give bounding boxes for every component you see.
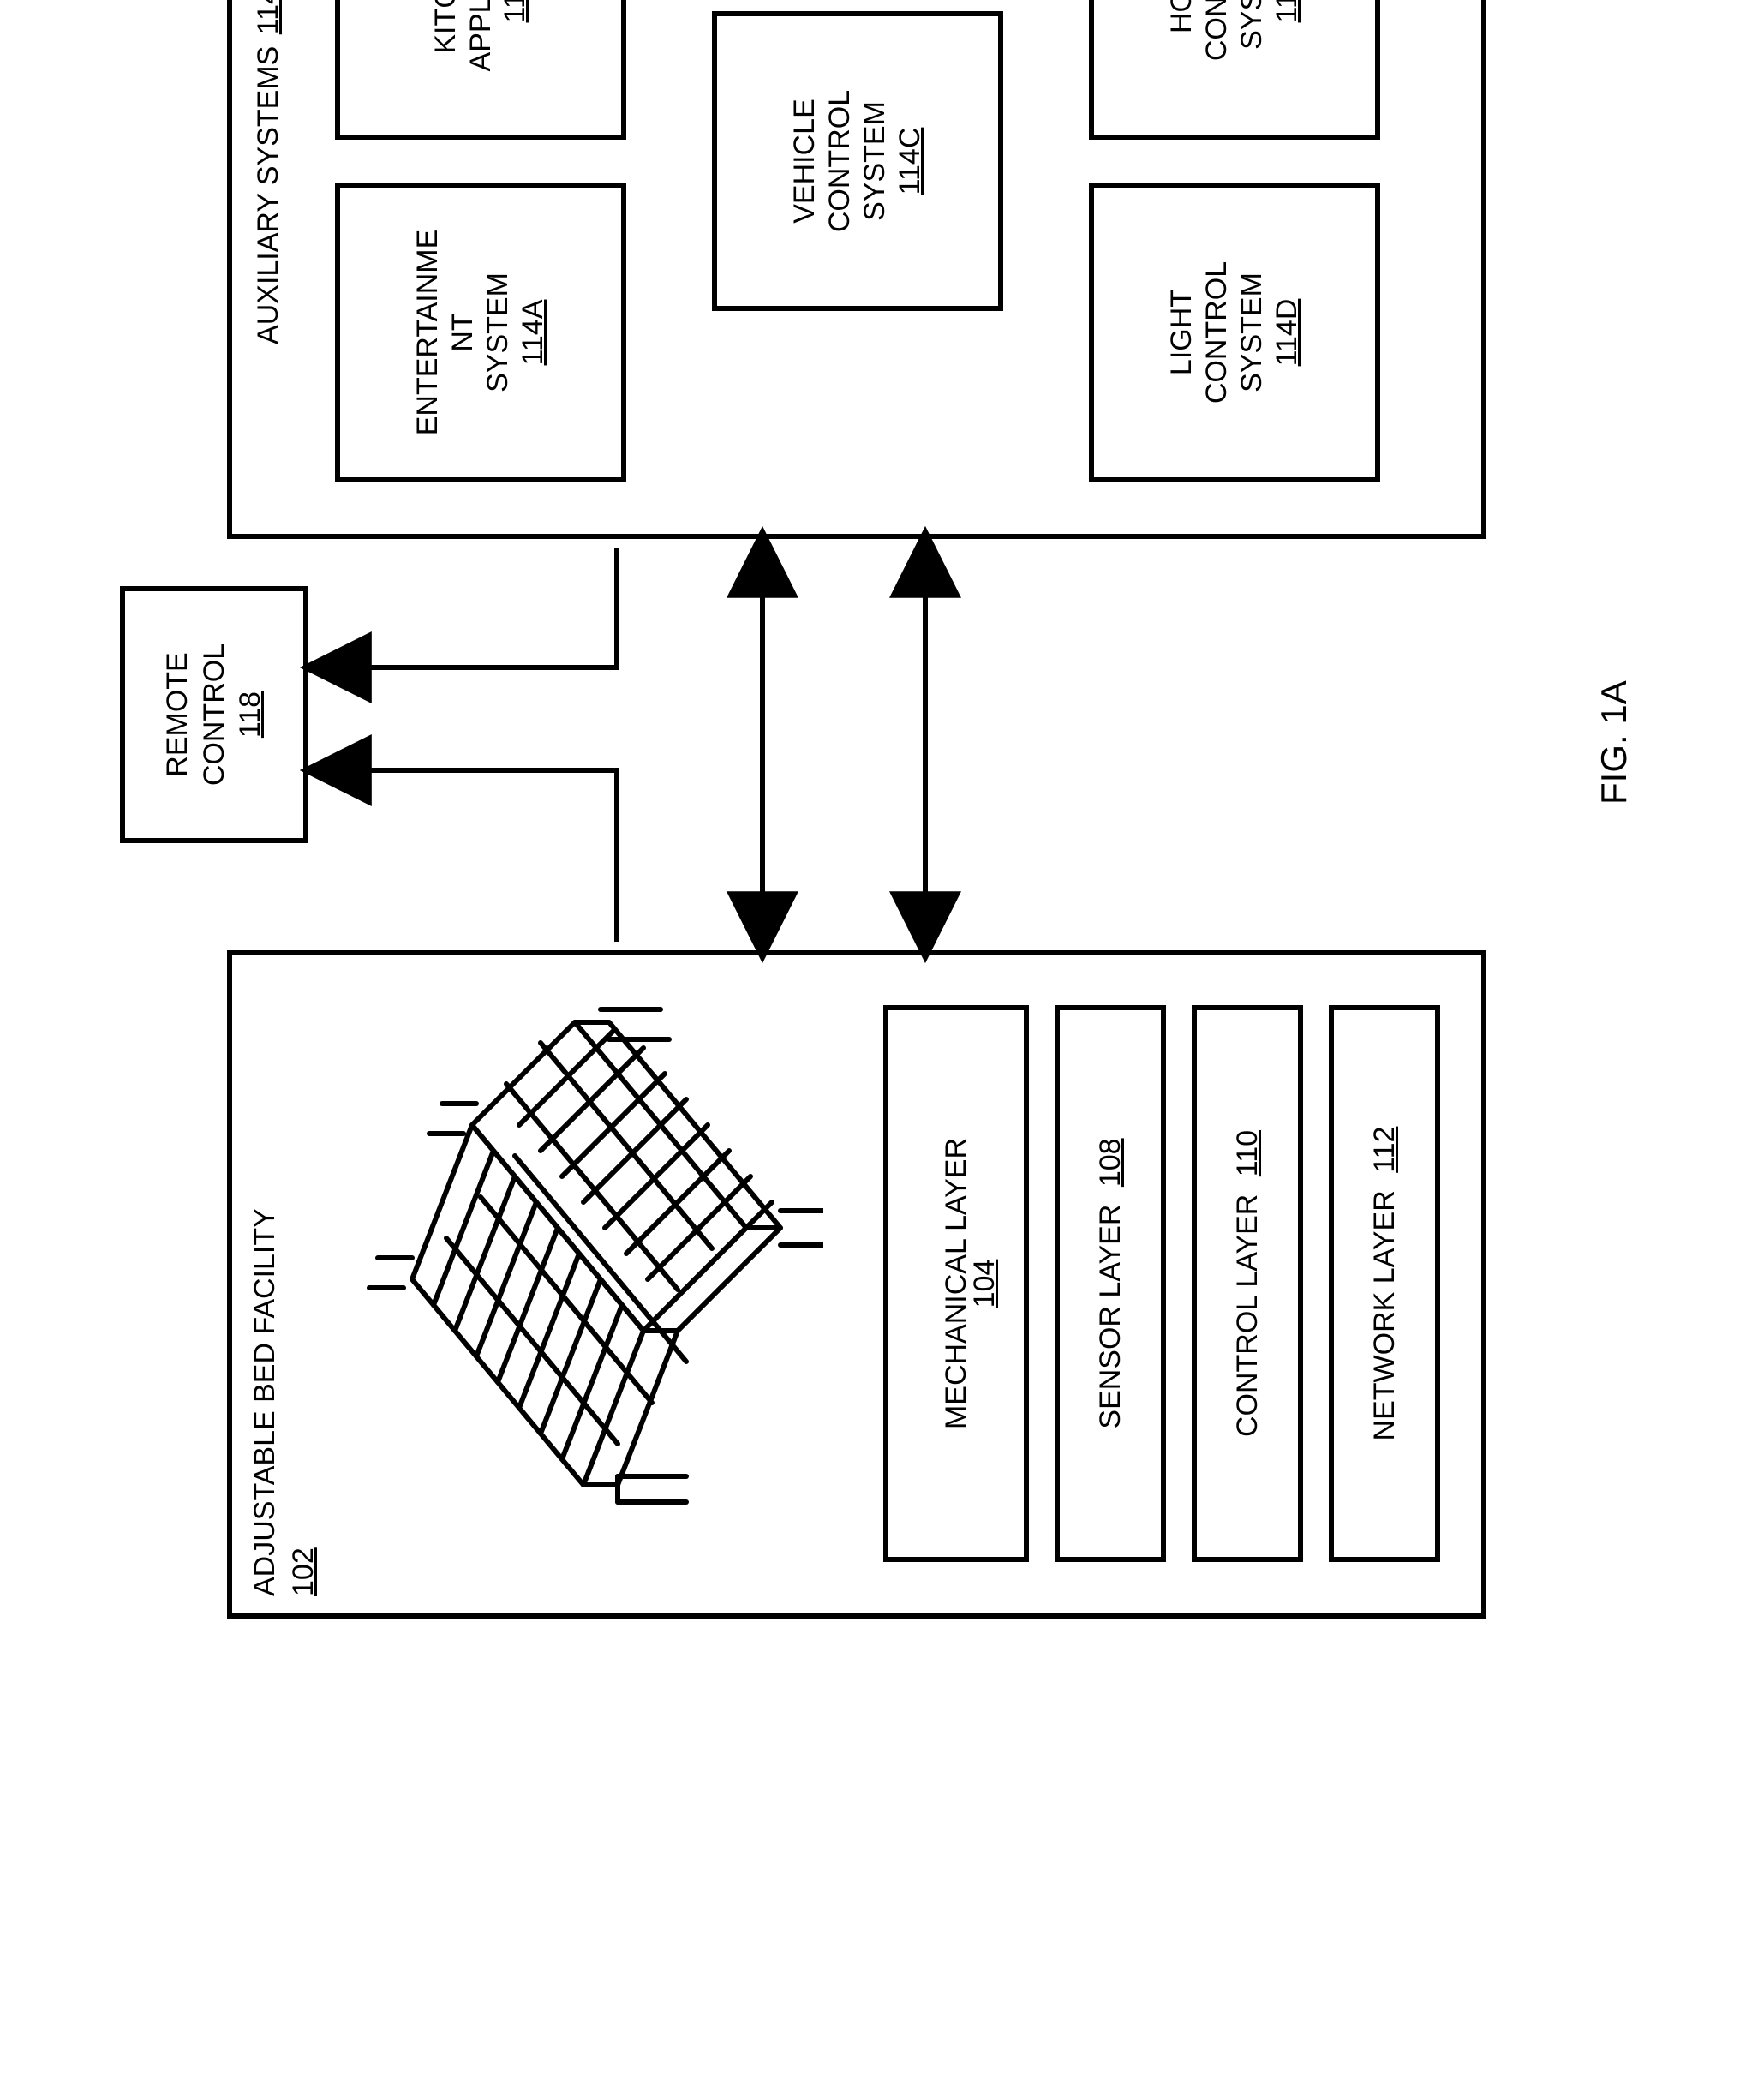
- home-box: HOME CONTROL SYSTEM 114E: [1089, 0, 1380, 140]
- home-l3: SYSTEM: [1235, 0, 1270, 50]
- bed-icon: [344, 1005, 823, 1553]
- bed-facility-ref: 102: [286, 1168, 321, 1596]
- kitchen-ref: 114B: [498, 0, 533, 22]
- entertainment-box: ENTERTAINME NT SYSTEM 114A: [335, 183, 626, 482]
- light-box: LIGHT CONTROL SYSTEM 114D: [1089, 183, 1380, 482]
- entertainment-l2: NT: [445, 313, 481, 351]
- aux-title: AUXILIARY SYSTEMS: [252, 46, 284, 344]
- vehicle-l3: SYSTEM: [858, 101, 893, 221]
- sensor-layer-label: SENSOR LAYER: [1093, 1205, 1128, 1429]
- network-layer-label: NETWORK LAYER: [1367, 1190, 1402, 1440]
- mechanical-layer-box: MECHANICAL LAYER 104: [883, 1005, 1029, 1562]
- light-ref: 114D: [1270, 299, 1305, 367]
- diagram-canvas: ADJUSTABLE BED FACILITY 102: [0, 0, 1764, 1764]
- control-layer-ref: 110: [1230, 1130, 1265, 1176]
- sensor-layer-ref: 108: [1093, 1138, 1128, 1187]
- vehicle-l1: VEHICLE: [787, 99, 822, 224]
- home-l2: CONTROL: [1199, 0, 1235, 61]
- entertainment-l1: ENTERTAINME: [410, 230, 445, 436]
- sensor-layer-box: SENSOR LAYER 108: [1055, 1005, 1166, 1562]
- bed-facility-box: ADJUSTABLE BED FACILITY 102: [227, 950, 1486, 1619]
- aux-systems-box: AUXILIARY SYSTEMS 114 ENTERTAINME NT SYS…: [227, 0, 1486, 539]
- vehicle-l2: CONTROL: [822, 90, 858, 232]
- remote-control-box: REMOTE CONTROL 118: [120, 586, 308, 843]
- vehicle-box: VEHICLE CONTROL SYSTEM 114C: [712, 11, 1003, 311]
- network-layer-ref: 112: [1367, 1127, 1402, 1173]
- control-layer-box: CONTROL LAYER 110: [1192, 1005, 1303, 1562]
- remote-control-title-l1: REMOTE: [160, 652, 195, 776]
- light-l1: LIGHT: [1164, 290, 1199, 375]
- bed-facility-title: ADJUSTABLE BED FACILITY: [248, 1168, 283, 1596]
- home-l1: HOME: [1164, 0, 1199, 33]
- home-ref: 114E: [1270, 0, 1305, 22]
- control-layer-label: CONTROL LAYER: [1230, 1194, 1265, 1437]
- remote-control-title-l2: CONTROL: [197, 643, 232, 786]
- light-l2: CONTROL: [1199, 261, 1235, 404]
- kitchen-l2: APPLIANCE: [463, 0, 499, 71]
- entertainment-l3: SYSTEM: [481, 272, 516, 392]
- vehicle-ref: 114C: [893, 128, 928, 195]
- figure-caption: FIG. 1A: [1594, 680, 1635, 805]
- kitchen-l1: KITCHEN: [428, 0, 463, 54]
- entertainment-ref: 114A: [516, 300, 551, 366]
- mechanical-layer-ref: 104: [967, 1010, 1002, 1557]
- remote-control-ref: 118: [233, 691, 268, 738]
- network-layer-box: NETWORK LAYER 112: [1329, 1005, 1440, 1562]
- light-l3: SYSTEM: [1235, 272, 1270, 392]
- aux-ref: 114: [252, 0, 284, 34]
- kitchen-box: KITCHEN APPLIANCE 114B: [335, 0, 626, 140]
